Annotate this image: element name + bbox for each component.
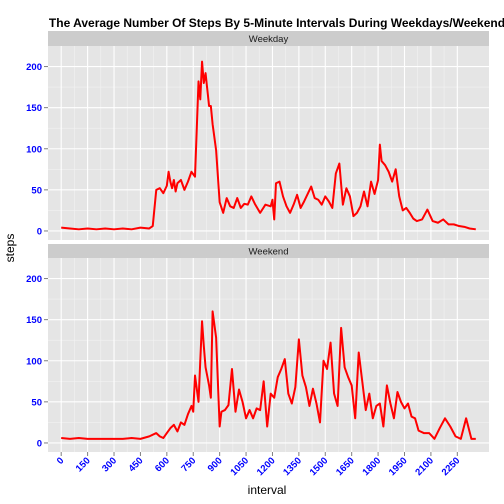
series-line-weekday	[61, 60, 476, 231]
chart-title: The Average Number Of Steps By 5-Minute …	[49, 16, 504, 30]
x-axis-label: interval	[248, 483, 287, 497]
x-tick-label: 2100	[413, 455, 436, 478]
y-tick-label: 100	[26, 356, 42, 367]
panel-background	[48, 46, 489, 240]
x-tick-label: 150	[74, 455, 93, 474]
series-line-weekend	[61, 310, 476, 440]
x-tick-label: 1500	[308, 455, 331, 478]
panel-weekday: Weekday 0 50 100 150 200	[26, 31, 489, 240]
strip-label: Weekday	[249, 34, 289, 45]
y-tick-label: 150	[26, 315, 42, 326]
y-tick-label: 50	[31, 185, 42, 196]
x-tick-label: 2250	[440, 455, 463, 478]
y-tick-label: 200	[26, 62, 42, 73]
y-axis-label: steps	[3, 234, 17, 263]
x-tick-label: 1050	[228, 455, 251, 478]
x-tick-label: 1200	[255, 455, 278, 478]
y-tick-label: 150	[26, 103, 42, 114]
strip-background	[48, 31, 489, 46]
x-tick-label: 1800	[360, 455, 383, 478]
y-tick-label: 100	[26, 144, 42, 155]
x-tick-label: 600	[153, 455, 172, 474]
y-tick-label: 0	[37, 226, 42, 237]
x-tick-label: 300	[100, 455, 119, 474]
panel-weekend: Weekend 0 50 100 150 200 0 150 300 450 600 750 900 10…	[26, 244, 489, 478]
x-tick-label: 900	[206, 455, 225, 474]
y-tick-label: 0	[37, 438, 42, 449]
strip-label: Weekend	[249, 247, 289, 258]
x-tick-label: 1350	[281, 455, 304, 478]
x-tick-label: 1650	[334, 455, 357, 478]
y-tick-label: 200	[26, 274, 42, 285]
x-tick-label: 1950	[387, 455, 410, 478]
strip-background	[48, 244, 489, 258]
x-tick-label: 0	[55, 455, 67, 467]
x-tick-label: 750	[179, 455, 198, 474]
y-tick-label: 50	[31, 397, 42, 408]
x-tick-label: 450	[127, 455, 146, 474]
